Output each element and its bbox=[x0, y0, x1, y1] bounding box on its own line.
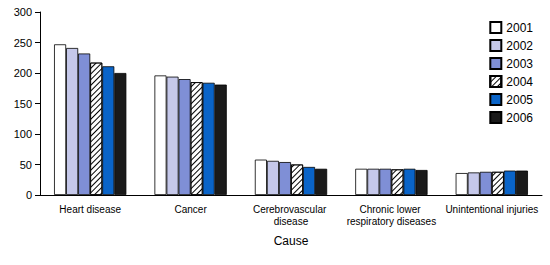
svg-text:2006: 2006 bbox=[506, 111, 533, 125]
svg-text:Cause: Cause bbox=[274, 234, 309, 248]
svg-text:2001: 2001 bbox=[506, 21, 533, 35]
svg-text:Heart disease: Heart disease bbox=[59, 204, 121, 215]
svg-text:100: 100 bbox=[14, 128, 32, 140]
svg-text:300: 300 bbox=[14, 6, 32, 18]
svg-text:disease: disease bbox=[274, 216, 309, 227]
svg-text:2003: 2003 bbox=[506, 57, 533, 71]
svg-text:200: 200 bbox=[14, 67, 32, 79]
svg-text:0: 0 bbox=[26, 189, 32, 201]
svg-text:2005: 2005 bbox=[506, 93, 533, 107]
svg-text:2002: 2002 bbox=[506, 39, 533, 53]
svg-text:Cancer: Cancer bbox=[174, 204, 207, 215]
svg-text:50: 50 bbox=[20, 159, 32, 171]
svg-text:Unintentional injuries: Unintentional injuries bbox=[445, 204, 538, 215]
svg-text:2004: 2004 bbox=[506, 75, 533, 89]
svg-text:Cerebrovascular: Cerebrovascular bbox=[253, 204, 329, 215]
svg-text:150: 150 bbox=[14, 98, 32, 110]
svg-text:Chronic lower: Chronic lower bbox=[359, 204, 423, 215]
svg-text:respiratory diseases: respiratory diseases bbox=[347, 216, 436, 227]
svg-text:250: 250 bbox=[14, 37, 32, 49]
